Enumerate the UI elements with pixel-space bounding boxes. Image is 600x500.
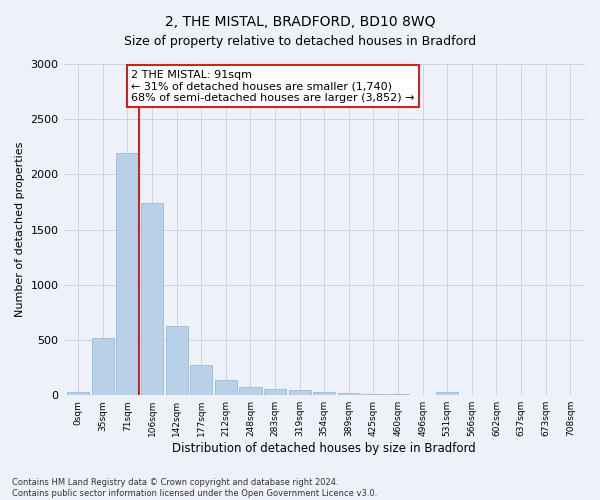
- Bar: [289, 390, 311, 395]
- Text: 2 THE MISTAL: 91sqm
← 31% of detached houses are smaller (1,740)
68% of semi-det: 2 THE MISTAL: 91sqm ← 31% of detached ho…: [131, 70, 415, 102]
- Bar: [92, 338, 114, 395]
- Bar: [412, 394, 434, 395]
- Bar: [239, 387, 262, 395]
- Bar: [215, 380, 237, 395]
- Bar: [166, 326, 188, 395]
- Bar: [387, 394, 409, 395]
- Bar: [116, 154, 139, 395]
- Y-axis label: Number of detached properties: Number of detached properties: [15, 142, 25, 318]
- Text: 2, THE MISTAL, BRADFORD, BD10 8WQ: 2, THE MISTAL, BRADFORD, BD10 8WQ: [165, 15, 435, 29]
- Text: Size of property relative to detached houses in Bradford: Size of property relative to detached ho…: [124, 35, 476, 48]
- Bar: [338, 393, 360, 395]
- Bar: [436, 392, 458, 395]
- Bar: [141, 203, 163, 395]
- Bar: [362, 394, 385, 395]
- X-axis label: Distribution of detached houses by size in Bradford: Distribution of detached houses by size …: [172, 442, 476, 455]
- Bar: [461, 394, 483, 395]
- Text: Contains HM Land Registry data © Crown copyright and database right 2024.
Contai: Contains HM Land Registry data © Crown c…: [12, 478, 377, 498]
- Bar: [190, 366, 212, 395]
- Bar: [67, 392, 89, 395]
- Bar: [313, 392, 335, 395]
- Bar: [264, 389, 286, 395]
